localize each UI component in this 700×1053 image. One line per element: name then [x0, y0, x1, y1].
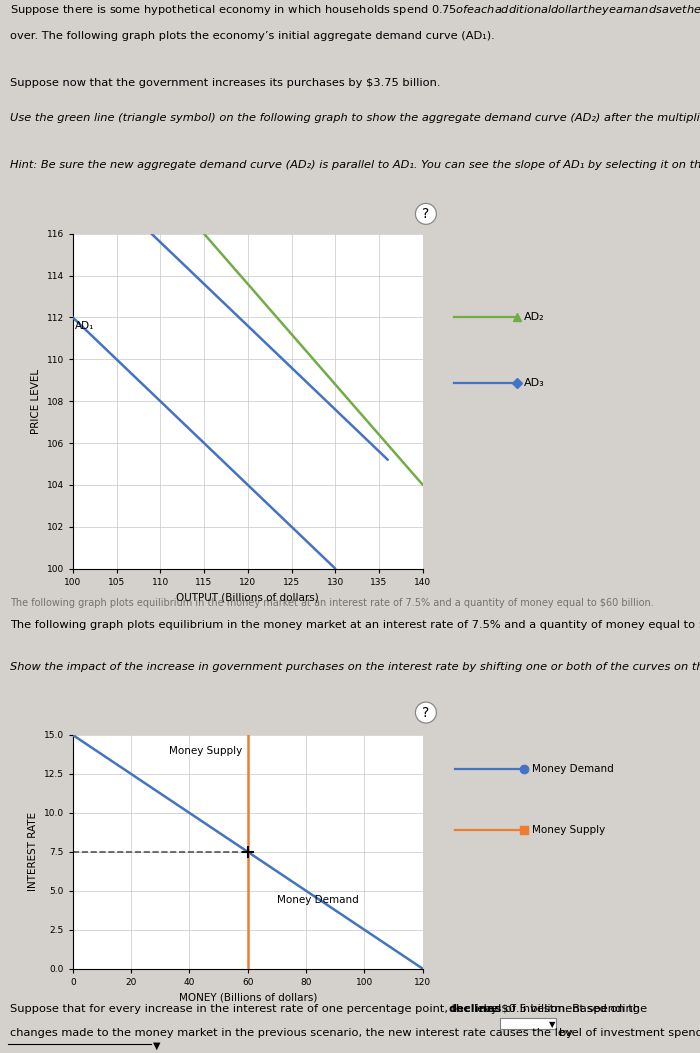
- Text: The following graph plots equilibrium in the money market at an interest rate of: The following graph plots equilibrium in…: [10, 598, 654, 608]
- Text: ?: ?: [422, 706, 430, 719]
- Text: AD₁: AD₁: [74, 320, 94, 331]
- Text: by $0.5 billion. Based on the: by $0.5 billion. Based on the: [480, 1004, 648, 1013]
- Text: ▼: ▼: [549, 1020, 555, 1029]
- Text: ▼: ▼: [153, 1041, 161, 1051]
- Text: Money Demand: Money Demand: [532, 763, 614, 774]
- Text: Money Supply: Money Supply: [169, 746, 242, 756]
- Bar: [500, 1018, 556, 1029]
- Text: ?: ?: [422, 206, 430, 221]
- X-axis label: MONEY (Billions of dollars): MONEY (Billions of dollars): [178, 992, 317, 1002]
- Y-axis label: PRICE LEVEL: PRICE LEVEL: [31, 369, 41, 434]
- Text: Suppose that for every increase in the interest rate of one percentage point, th: Suppose that for every increase in the i…: [10, 1004, 643, 1013]
- Text: Suppose there is some hypothetical economy in which households spend $0.75 of ea: Suppose there is some hypothetical econo…: [10, 3, 700, 18]
- Text: Show the impact of the increase in government purchases on the interest rate by : Show the impact of the increase in gover…: [10, 662, 700, 672]
- Text: Use the green line (triangle symbol) on the following graph to show the aggregat: Use the green line (triangle symbol) on …: [10, 113, 700, 123]
- Text: Hint: Be sure the new aggregate demand curve (AD₂) is parallel to AD₁. You can s: Hint: Be sure the new aggregate demand c…: [10, 160, 700, 170]
- Text: Money Demand: Money Demand: [277, 895, 358, 906]
- Text: over. The following graph plots the economy’s initial aggregate demand curve (AD: over. The following graph plots the econ…: [10, 31, 494, 41]
- X-axis label: OUTPUT (Billions of dollars): OUTPUT (Billions of dollars): [176, 592, 319, 602]
- Text: The following graph plots equilibrium in the money market at an interest rate of: The following graph plots equilibrium in…: [10, 620, 700, 630]
- Text: by: by: [559, 1028, 573, 1037]
- Text: Suppose now that the government increases its purchases by $3.75 billion.: Suppose now that the government increase…: [10, 78, 440, 88]
- Text: changes made to the money market in the previous scenario, the new interest rate: changes made to the money market in the …: [10, 1028, 700, 1037]
- Y-axis label: INTEREST RATE: INTEREST RATE: [28, 812, 38, 892]
- Text: AD₂: AD₂: [524, 312, 545, 322]
- Text: AD₃: AD₃: [524, 378, 545, 389]
- Text: declines: declines: [449, 1004, 502, 1013]
- Text: Money Supply: Money Supply: [532, 824, 606, 835]
